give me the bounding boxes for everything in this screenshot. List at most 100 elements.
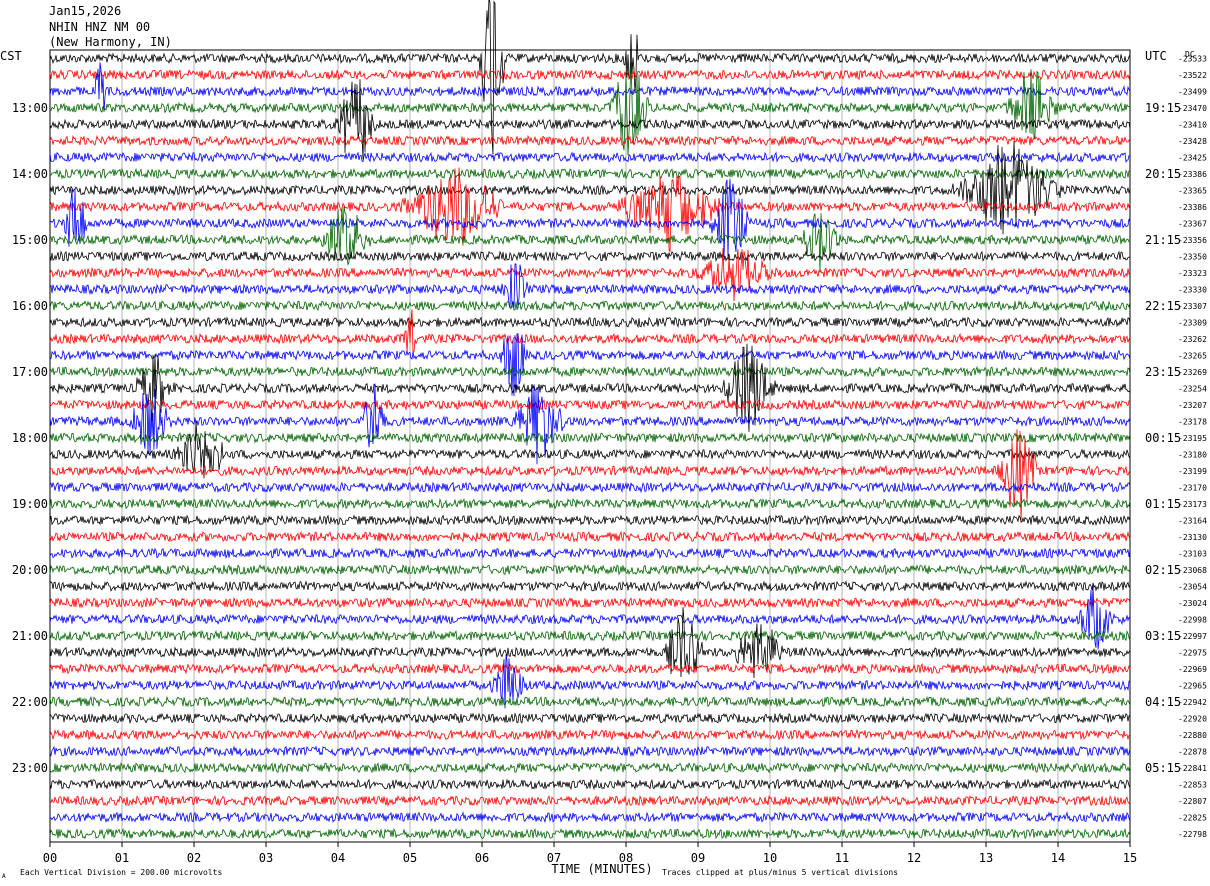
trace-value-label: -22841 <box>1178 764 1207 773</box>
seismic-trace <box>49 585 1131 650</box>
dc-label: DC <box>1185 50 1195 59</box>
seismic-trace <box>49 431 1131 444</box>
x-axis-label: TIME (MINUTES) <box>551 862 652 876</box>
seismic-trace <box>49 309 1131 353</box>
trace-value-label: -23307 <box>1178 302 1207 311</box>
left-timezone-label: CST <box>0 49 22 63</box>
trace-value-label: -22878 <box>1178 747 1207 756</box>
right-hour-label: 03:15 <box>1145 629 1181 643</box>
trace-value-label: -23265 <box>1178 351 1207 360</box>
left-hour-label: 19:00 <box>12 497 48 511</box>
trace-value-label: -22969 <box>1178 665 1207 674</box>
x-tick-label: 09 <box>691 851 705 865</box>
seismic-trace <box>49 811 1131 824</box>
x-tick-label: 02 <box>187 851 201 865</box>
trace-value-label: -23410 <box>1178 120 1207 129</box>
trace-value-label: -23130 <box>1178 533 1207 542</box>
seismic-trace <box>49 333 1131 397</box>
seismic-trace <box>49 61 1131 156</box>
left-hour-label: 22:00 <box>12 695 48 709</box>
seismic-trace <box>49 761 1131 774</box>
seismic-trace <box>49 728 1131 741</box>
seismic-trace <box>49 662 1131 675</box>
trace-value-label: -23170 <box>1178 483 1207 492</box>
x-tick-label: 03 <box>259 851 273 865</box>
seismic-trace <box>49 0 1131 155</box>
seismic-trace <box>49 151 1131 164</box>
trace-value-label: -23533 <box>1178 54 1207 63</box>
x-tick-label: 07 <box>547 851 561 865</box>
seismic-trace <box>49 607 1131 679</box>
plot-frame <box>49 49 1131 843</box>
trace-value-label: -23178 <box>1178 417 1207 426</box>
trace-value-label: -23103 <box>1178 549 1207 558</box>
x-tick-label: 00 <box>43 851 57 865</box>
trace-value-label: -22825 <box>1178 813 1207 822</box>
x-tick-label: 10 <box>763 851 777 865</box>
corner-mark: A <box>2 873 6 880</box>
left-hour-label: 18:00 <box>12 431 48 445</box>
x-tick-label: 11 <box>835 851 849 865</box>
seismic-trace <box>49 596 1131 609</box>
trace-value-label: -23365 <box>1178 186 1207 195</box>
trace-value-label: -23428 <box>1178 137 1207 146</box>
right-hour-label: 19:15 <box>1145 101 1181 115</box>
trace-value-label: -22853 <box>1178 780 1207 789</box>
seismic-trace <box>49 563 1131 576</box>
seismic-trace <box>50 167 1131 180</box>
left-hour-label: 20:00 <box>12 563 48 577</box>
trace-value-label: -22975 <box>1178 648 1207 657</box>
right-timezone-label: UTC <box>1145 49 1167 63</box>
trace-value-label: -22920 <box>1178 714 1207 723</box>
seismic-trace <box>49 79 1131 160</box>
trace-value-label: -23386 <box>1178 203 1207 212</box>
trace-value-label: -23470 <box>1178 104 1207 113</box>
seismic-trace <box>49 745 1131 758</box>
seismic-trace <box>49 316 1131 329</box>
header-station: NHIN HNZ NM 00 <box>49 20 151 34</box>
x-tick-label: 08 <box>619 851 633 865</box>
right-hour-label: 22:15 <box>1145 299 1181 313</box>
seismic-trace <box>49 343 1131 432</box>
seismic-trace <box>49 420 1131 479</box>
trace-value-label: -23199 <box>1178 467 1207 476</box>
right-hour-label: 04:15 <box>1145 695 1181 709</box>
left-hour-label: 13:00 <box>12 101 48 115</box>
trace-value-label: -23323 <box>1178 269 1207 278</box>
trace-value-label: -22798 <box>1178 830 1207 839</box>
seismic-trace <box>49 514 1131 527</box>
seismic-trace <box>49 299 1131 312</box>
seismic-trace <box>49 827 1131 840</box>
seismic-trace <box>49 530 1131 543</box>
seismic-trace <box>49 178 1131 260</box>
left-hour-label: 14:00 <box>12 167 48 181</box>
trace-value-label: -23195 <box>1178 434 1207 443</box>
x-tick-label: 15 <box>1123 851 1137 865</box>
trace-value-label: -23173 <box>1178 500 1207 509</box>
x-tick-label: 14 <box>1051 851 1065 865</box>
right-hour-label: 01:15 <box>1145 497 1181 511</box>
x-tick-label: 06 <box>475 851 489 865</box>
seismic-trace <box>49 62 1131 112</box>
trace-value-label: -23356 <box>1178 236 1207 245</box>
trace-value-label: -23350 <box>1178 252 1207 261</box>
right-hour-label: 02:15 <box>1145 563 1181 577</box>
right-hour-label: 21:15 <box>1145 233 1181 247</box>
right-hour-label: 23:15 <box>1145 365 1181 379</box>
trace-value-label: -23386 <box>1178 170 1207 179</box>
scale-note: Each Vertical Division = 200.00 microvol… <box>20 868 222 877</box>
seismic-trace <box>49 365 1131 378</box>
seismic-trace <box>49 383 1131 465</box>
seismic-trace <box>49 794 1131 807</box>
trace-value-label: -22997 <box>1178 632 1207 641</box>
trace-value-label: -23522 <box>1178 71 1207 80</box>
trace-value-label: -22998 <box>1178 615 1207 624</box>
trace-value-label: -23068 <box>1178 566 1207 575</box>
left-hour-label: 17:00 <box>12 365 48 379</box>
seismic-trace <box>49 481 1131 494</box>
trace-value-label: -23269 <box>1178 368 1207 377</box>
trace-value-label: -22942 <box>1178 698 1207 707</box>
seismic-trace <box>49 547 1131 560</box>
seismic-trace <box>49 206 1130 273</box>
